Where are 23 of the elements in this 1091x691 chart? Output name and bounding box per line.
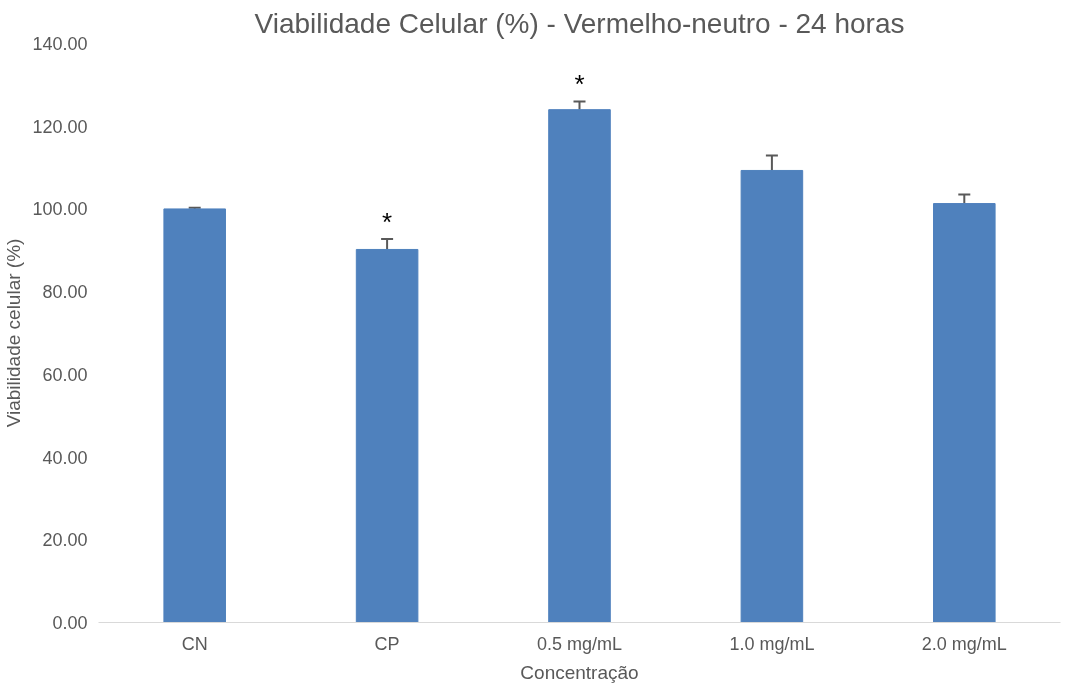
- y-axis-title: Viabilidade celular (%): [3, 238, 25, 428]
- x-tick-label: CN: [181, 633, 208, 654]
- bar: [933, 203, 996, 623]
- annotation: *: [574, 69, 585, 100]
- y-tick-label: 100.00: [32, 199, 88, 220]
- y-tick-label: 40.00: [42, 447, 88, 468]
- annotation: *: [382, 207, 393, 238]
- y-tick-label: 80.00: [42, 282, 88, 303]
- y-tick-label: 0.00: [52, 613, 88, 633]
- x-tick-label: 1.0 mg/mL: [729, 633, 815, 654]
- y-tick-label: 120.00: [32, 116, 88, 137]
- bar: [740, 169, 804, 623]
- x-axis-title: Concentração: [520, 661, 639, 683]
- y-tick-label: 20.00: [42, 530, 88, 551]
- y-tick-label: 140.00: [32, 34, 88, 54]
- x-tick-label: 0.5 mg/mL: [536, 633, 623, 654]
- bar: [163, 208, 226, 623]
- x-tick-label: 2.0 mg/mL: [921, 633, 1007, 654]
- bar: [355, 248, 419, 623]
- y-tick-label: 60.00: [42, 364, 88, 385]
- bar: [548, 109, 611, 623]
- x-tick-label: CP: [374, 633, 400, 654]
- chart-title: Viabilidade Celular (%) - Vermelho-neutro - 24 horas: [254, 7, 905, 39]
